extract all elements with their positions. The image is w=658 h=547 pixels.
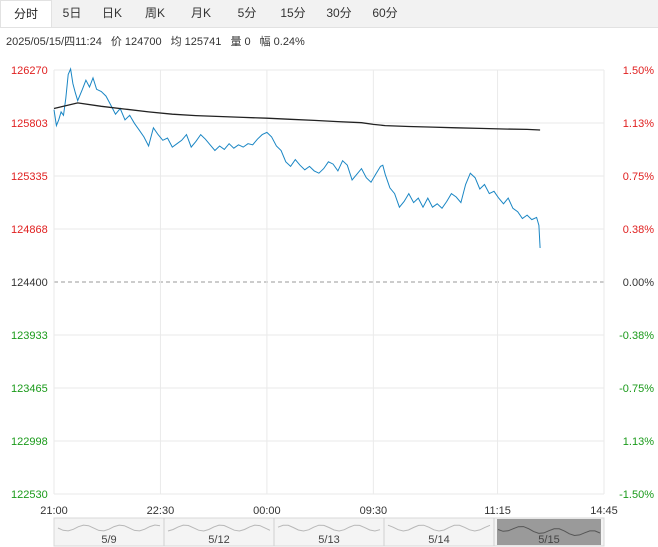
overview-day-label: 5/12 xyxy=(208,534,229,546)
info-datetime: 2025/05/15/四11:24 xyxy=(6,36,102,48)
info-change-label: 幅 xyxy=(259,36,271,48)
y-tick-label: 123933 xyxy=(11,330,48,342)
tab-7[interactable]: 30分 xyxy=(326,6,352,20)
info-avg-label: 均 xyxy=(170,36,182,48)
y-tick-label: 125803 xyxy=(11,118,48,130)
overview-day-label: 5/9 xyxy=(101,534,116,546)
tab-8[interactable]: 60分 xyxy=(372,6,398,20)
y-tick-label: 123465 xyxy=(11,383,48,395)
info-change: 0.24% xyxy=(273,36,305,48)
y-tick-label: 124868 xyxy=(11,224,48,236)
pct-tick-label: 1.13% xyxy=(623,118,654,130)
pct-tick-label: 1.50% xyxy=(623,65,654,77)
pct-tick-label: 1.13% xyxy=(623,436,654,448)
overview-sparkline xyxy=(277,524,381,532)
tab-0[interactable]: 分时 xyxy=(0,0,52,27)
pct-tick-label: -0.38% xyxy=(619,330,654,342)
period-tab-bar: 分时 5日 日K 周K 月K 5分 15分 30分 60分 xyxy=(0,0,658,28)
tab-4[interactable]: 月K xyxy=(190,6,211,20)
info-volume-label: 量 xyxy=(230,36,242,48)
tab-1[interactable]: 5日 xyxy=(62,6,82,20)
pct-tick-label: 0.38% xyxy=(623,224,654,236)
y-tick-label: 122998 xyxy=(11,436,48,448)
info-avg: 125741 xyxy=(184,36,222,48)
pct-tick-label: -1.50% xyxy=(619,489,654,501)
x-tick-label: 11:15 xyxy=(484,505,511,517)
overview-day-label: 5/15 xyxy=(538,534,559,546)
pct-tick-label: -0.75% xyxy=(619,383,654,395)
overview-day-label: 5/14 xyxy=(428,534,449,546)
overview-sparkline xyxy=(387,524,491,532)
price-line xyxy=(53,67,541,249)
x-tick-label: 14:45 xyxy=(590,505,618,517)
tab-5[interactable]: 5分 xyxy=(237,6,257,20)
info-volume: 0 xyxy=(244,36,251,48)
pct-tick-label: 0.00% xyxy=(623,277,654,289)
x-tick-label: 09:30 xyxy=(360,505,388,517)
overview-sparkline xyxy=(497,526,601,537)
tab-2[interactable]: 日K xyxy=(101,6,122,20)
tab-6[interactable]: 15分 xyxy=(280,6,306,20)
x-tick-label: 00:00 xyxy=(253,505,281,517)
y-tick-label: 126270 xyxy=(11,65,48,77)
pct-tick-label: 0.75% xyxy=(623,171,654,183)
overview-sparkline xyxy=(57,524,161,532)
y-tick-label: 125335 xyxy=(11,171,48,183)
info-price-label: 价 xyxy=(110,36,122,48)
overview-day-label: 5/13 xyxy=(318,534,339,546)
y-tick-label: 122530 xyxy=(11,489,48,501)
overview-sparkline xyxy=(167,524,271,532)
tab-3[interactable]: 周K xyxy=(144,6,165,20)
x-tick-label: 21:00 xyxy=(40,505,68,517)
y-tick-label: 124400 xyxy=(11,277,48,289)
average-line xyxy=(53,102,541,131)
x-tick-label: 22:30 xyxy=(147,505,175,517)
info-price: 124700 xyxy=(124,36,162,48)
overview-window xyxy=(497,519,601,545)
